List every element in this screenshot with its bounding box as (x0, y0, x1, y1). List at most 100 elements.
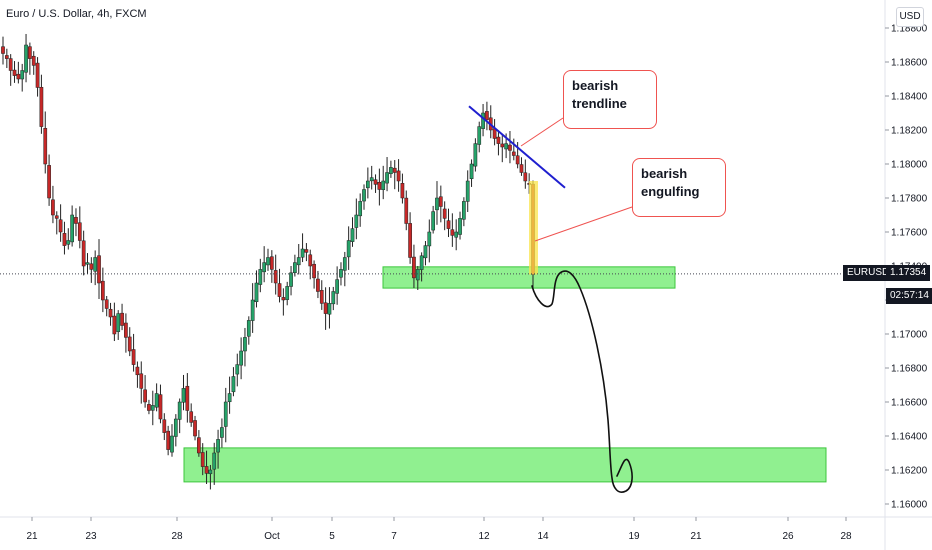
candle (246, 316, 251, 345)
candle (450, 213, 455, 247)
candle-body (16, 73, 21, 80)
candle-body (70, 214, 74, 243)
candle (335, 266, 339, 305)
candle-body (515, 155, 520, 165)
y-tick-label: 1.18000 (891, 160, 928, 171)
candle-body (204, 466, 209, 474)
candle-body (477, 126, 482, 145)
candle-body (143, 389, 147, 403)
candle-body (97, 255, 101, 284)
candle (193, 415, 197, 441)
candle (51, 185, 55, 224)
candle (204, 450, 209, 484)
candle (308, 249, 313, 280)
support-zones (183, 266, 827, 483)
candle-body (227, 393, 232, 403)
candle-body (177, 401, 182, 420)
candle (70, 205, 74, 247)
candle (508, 130, 512, 164)
x-tick-label: 19 (628, 531, 640, 542)
candle-body (442, 208, 447, 219)
candle (300, 233, 305, 263)
candle (262, 246, 267, 283)
candle (101, 267, 105, 313)
candle (170, 424, 174, 457)
candle-body (197, 437, 201, 454)
candle-body (266, 257, 270, 266)
candle-body (93, 257, 98, 272)
candle (143, 375, 147, 408)
candle-body (358, 201, 363, 217)
candle-body (162, 419, 167, 433)
candle-body (342, 257, 347, 271)
candle-body (508, 144, 512, 151)
y-tick-label: 1.18800 (891, 24, 928, 35)
candle (281, 288, 286, 316)
candle (112, 302, 117, 342)
currency-button[interactable]: USD (896, 7, 924, 27)
candle (127, 327, 132, 357)
candle (185, 373, 190, 423)
candle (496, 130, 501, 156)
candle-body (354, 214, 359, 228)
engulfing-callout-line-2: engulfing (641, 184, 700, 199)
candle-body (231, 376, 236, 393)
candle-body (408, 223, 412, 258)
candle-body (485, 111, 489, 121)
candle (346, 226, 351, 270)
candle-body (185, 385, 190, 411)
candle-body (300, 248, 305, 258)
candle-body (269, 256, 274, 270)
y-tick-label: 1.16200 (891, 466, 928, 477)
candle-body (377, 181, 382, 190)
candle (404, 190, 409, 231)
candle (235, 353, 240, 387)
candle (254, 270, 259, 308)
candle-body (465, 180, 470, 202)
y-tick-label: 1.16600 (891, 398, 928, 409)
candle-body (112, 315, 117, 335)
candle (492, 119, 497, 146)
candle (485, 101, 489, 131)
candle-body (223, 401, 228, 427)
candle (293, 254, 297, 277)
candle (511, 138, 516, 161)
candle (385, 157, 389, 192)
candle (28, 42, 32, 75)
candle-body (431, 211, 435, 231)
candle (104, 295, 109, 317)
candle (181, 374, 186, 411)
candle (327, 287, 332, 329)
price-tag: 1.17354 (886, 265, 931, 281)
candle-body (262, 262, 267, 273)
candle (277, 268, 282, 303)
candle (116, 310, 121, 340)
x-tick-label: 5 (329, 531, 335, 542)
candle (258, 258, 263, 293)
candle-body (519, 164, 524, 173)
candle-body (208, 469, 213, 475)
candle (412, 244, 416, 288)
candle-body (89, 263, 94, 270)
candle (269, 250, 274, 283)
candle (20, 63, 25, 92)
candle (289, 265, 293, 296)
x-tick-label: 21 (690, 531, 702, 542)
x-tick-label: 28 (171, 531, 183, 542)
candle-body (381, 180, 386, 191)
candle-body (415, 269, 420, 281)
y-tick-label: 1.18600 (891, 58, 928, 69)
candle (62, 221, 67, 255)
candle (519, 157, 524, 176)
candle (97, 239, 101, 300)
candle-body (427, 231, 432, 247)
candle-body (281, 297, 286, 301)
x-tick-label: 23 (85, 531, 97, 542)
candle (197, 430, 201, 457)
candle (316, 270, 320, 299)
candle-body (4, 55, 9, 59)
candle-body (277, 283, 282, 297)
candle-body (400, 183, 405, 199)
candle (77, 206, 82, 249)
